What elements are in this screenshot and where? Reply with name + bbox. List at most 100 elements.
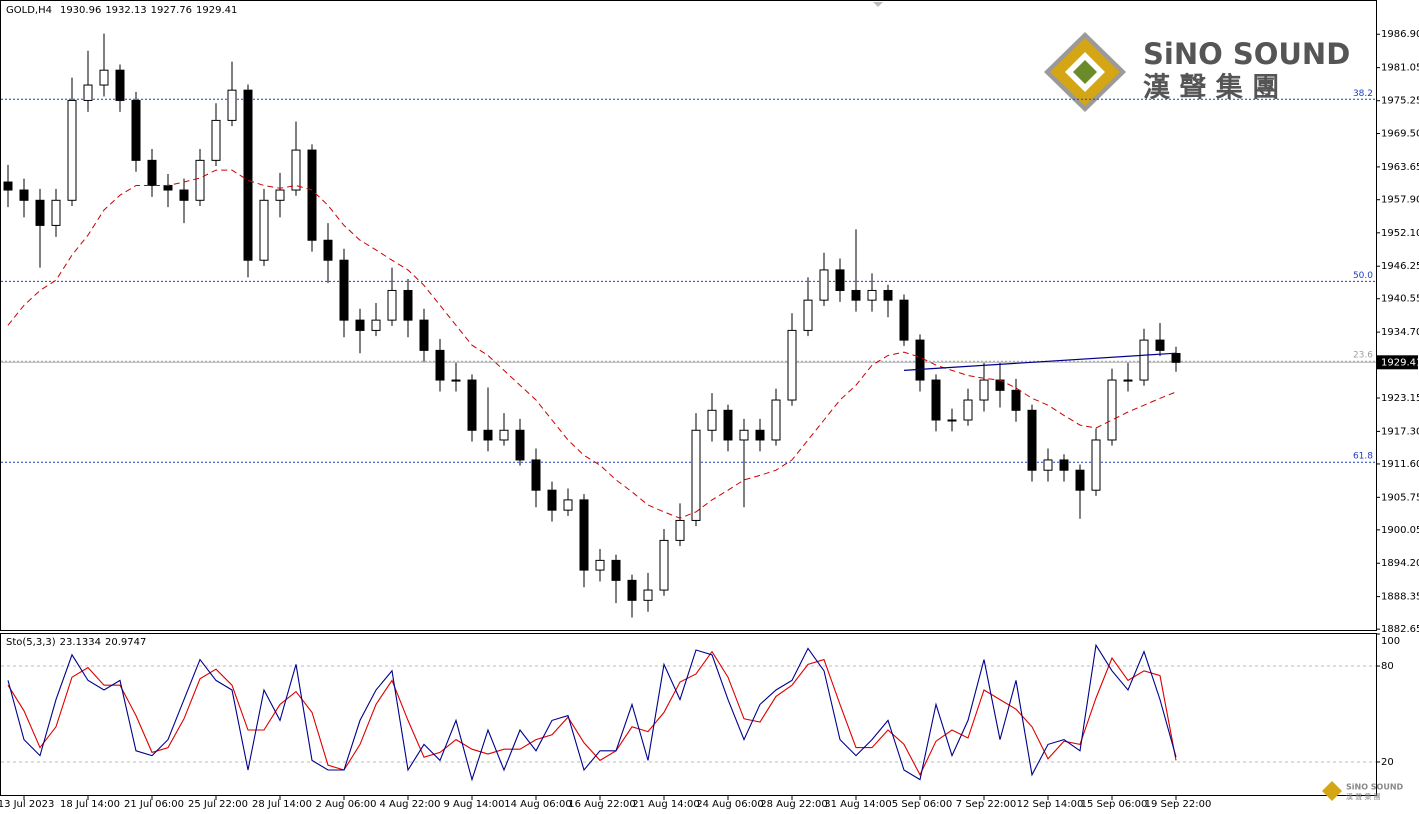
x-tick-label: 15 Sep 06:00: [1081, 799, 1148, 810]
candle-body: [1091, 439, 1101, 491]
candle-body: [659, 539, 669, 591]
candle-body: [499, 429, 509, 441]
x-tick-label: 13 Jul 2023: [0, 799, 54, 810]
y-tick-label: 1900.05: [1381, 525, 1419, 536]
candle-body: [595, 559, 605, 571]
candle-body: [99, 69, 109, 86]
y-tick-label: 1923.15: [1381, 393, 1419, 404]
x-tick-label: 12 Sep 14:00: [1017, 799, 1084, 810]
y-tick-label: 1975.25: [1381, 96, 1419, 107]
y-tick-label: 20: [1381, 757, 1394, 768]
y-tick-label: 1963.65: [1381, 162, 1419, 173]
last-high: 1932.13: [105, 5, 146, 16]
stochastic-line: [7, 643, 1177, 782]
candle-body: [1139, 339, 1149, 381]
x-tick-label: 5 Sep 06:00: [892, 799, 952, 810]
candle-body: [1123, 379, 1133, 382]
y-tick-label: 100: [1381, 636, 1400, 647]
candle-body: [851, 289, 861, 301]
chart-header: GOLD,H4 1930.96 1932.13 1927.76 1929.41: [6, 5, 237, 16]
fib-label: 23.6: [1353, 351, 1373, 361]
candle-body: [1059, 459, 1069, 471]
candle-body: [867, 289, 877, 301]
candle-body: [963, 399, 973, 421]
candle-body: [1011, 389, 1021, 411]
x-tick-label: 4 Aug 22:00: [379, 799, 440, 810]
candle-body: [1043, 459, 1053, 471]
y-tick-label: 1882.65: [1381, 624, 1419, 635]
price-tag-label: 1929.41: [1381, 357, 1419, 368]
candle-body: [707, 409, 717, 431]
x-tick-label: 28 Aug 22:00: [760, 799, 827, 810]
trendline: [903, 352, 1177, 371]
candle-body: [1075, 469, 1085, 491]
candle-body: [515, 429, 525, 461]
logo-diamond: [1073, 60, 1097, 84]
candle-body: [803, 299, 813, 331]
x-tick-label: 24 Aug 06:00: [696, 799, 763, 810]
candle-body: [323, 239, 333, 261]
x-tick-label: 19 Sep 22:00: [1145, 799, 1212, 810]
x-tick-label: 25 Jul 22:00: [188, 799, 248, 810]
candle-body: [531, 459, 541, 491]
candle-body: [771, 399, 781, 441]
y-tick-label: 1940.55: [1381, 294, 1419, 305]
y-tick-label: 1946.25: [1381, 261, 1419, 272]
logo: SiNO SOUND 漢 聲 集 團 SiNO SOUND 漢 聲 集 團: [1044, 32, 1404, 801]
candle-body: [195, 159, 205, 201]
candle-body: [83, 84, 93, 101]
candle-body: [403, 289, 413, 321]
candle-body: [67, 99, 77, 201]
x-tick-label: 21 Jul 06:00: [124, 799, 184, 810]
candle-body: [355, 319, 365, 331]
candle-body: [787, 329, 797, 401]
candle-body: [259, 199, 269, 261]
candle-body: [227, 89, 237, 121]
candle-body: [419, 319, 429, 351]
fib-label: 61.8: [1353, 452, 1373, 462]
candle-body: [3, 181, 13, 191]
candle-body: [739, 429, 749, 441]
candle-body: [627, 579, 637, 601]
logo-name: SiNO SOUND: [1143, 37, 1350, 71]
y-tick-label: 1986.90: [1381, 29, 1419, 40]
main-value: 23.1334: [60, 637, 101, 648]
candle-body: [979, 379, 989, 401]
logo-chinese: 漢 聲 集 團: [1143, 72, 1279, 104]
candle-body: [483, 429, 493, 441]
shift-marker: [873, 2, 883, 7]
symbol: GOLD,H4: [6, 5, 52, 16]
x-tick-label: 2 Aug 06:00: [315, 799, 376, 810]
candle-body: [1155, 339, 1165, 351]
candle-body: [1171, 352, 1181, 363]
candle-body: [563, 499, 573, 511]
indicator-title: Sto(5,3,3): [6, 637, 56, 648]
y-tick-label: 1905.75: [1381, 492, 1419, 503]
candle-body: [1027, 409, 1037, 471]
candle-body: [275, 189, 285, 201]
candle-body: [691, 429, 701, 521]
small-logo: [1322, 781, 1342, 801]
y-tick-label: 1934.70: [1381, 327, 1419, 338]
last-low: 1927.76: [151, 5, 192, 16]
signal-value: 20.9747: [105, 637, 146, 648]
x-tick-label: 21 Aug 14:00: [632, 799, 699, 810]
y-tick-label: 1911.60: [1381, 459, 1419, 470]
candle-body: [307, 149, 317, 241]
indicator-header: Sto(5,3,3) 23.1334 20.9747: [6, 637, 146, 648]
candle-body: [883, 289, 893, 301]
candle-body: [755, 429, 765, 441]
y-tick-label: 1981.05: [1381, 63, 1419, 74]
candle-body: [163, 184, 173, 191]
candle-body: [1107, 379, 1117, 441]
small-logo-chinese: 漢 聲 集 團: [1346, 792, 1381, 801]
candle-body: [547, 489, 557, 511]
small-logo-name: SiNO SOUND: [1346, 783, 1404, 792]
x-tick-label: 28 Jul 14:00: [252, 799, 312, 810]
candle-body: [579, 499, 589, 571]
x-tick-label: 31 Aug 14:00: [824, 799, 891, 810]
fib-label: 50.0: [1353, 271, 1373, 281]
y-tick-label: 1952.10: [1381, 228, 1419, 239]
moving-average: [7, 169, 1177, 519]
